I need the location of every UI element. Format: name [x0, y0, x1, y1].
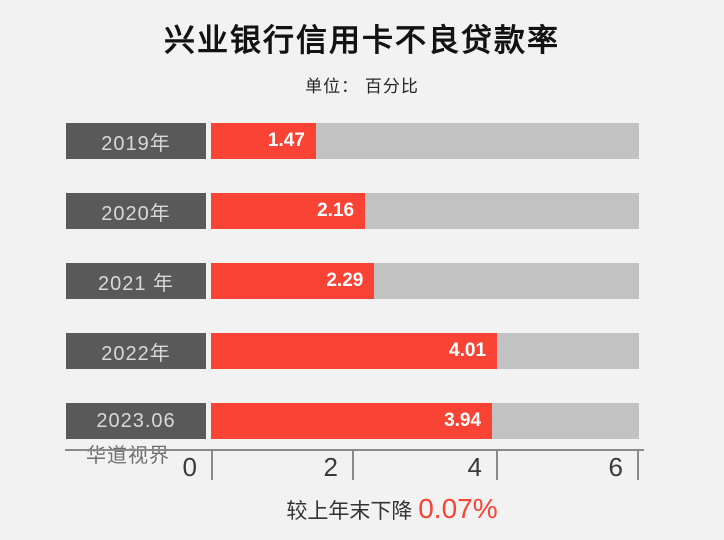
category-label-box: 2021 年 — [66, 263, 206, 299]
bar-row-2022: 2022年 4.01 — [0, 333, 724, 369]
x-axis-line — [65, 449, 644, 451]
category-label: 2021 年 — [97, 272, 175, 295]
x-axis-tick-4 — [496, 449, 498, 480]
bar-fill: 2.29 — [211, 263, 375, 299]
bar-track: 2.29 — [211, 263, 639, 299]
bar-fill: 3.94 — [211, 403, 493, 439]
x-axis-tick-label-6: 6 — [608, 452, 623, 482]
unit-subtitle: 单位： 百分比 — [305, 77, 419, 96]
category-label-box: 2019年 — [66, 123, 206, 159]
bar-value-label: 1.47 — [267, 130, 305, 151]
bar-row-2023-06: 2023.06 3.94 — [0, 403, 724, 439]
bar-value-label: 2.29 — [326, 270, 364, 291]
change-note-value: 0.07% — [418, 493, 498, 524]
x-axis-tick-label-0: 0 — [182, 452, 197, 482]
category-label: 2023.06 — [96, 409, 176, 432]
bar-track: 4.01 — [211, 333, 639, 369]
x-axis-tick-label-2: 2 — [323, 452, 338, 482]
bar-fill: 2.16 — [211, 193, 366, 229]
x-axis-tick-2 — [352, 449, 354, 480]
bar-track: 1.47 — [211, 123, 639, 159]
bar-fill: 1.47 — [211, 123, 316, 159]
category-label: 2019年 — [101, 132, 171, 155]
x-axis-tick-6 — [637, 449, 639, 480]
bar-fill: 4.01 — [211, 333, 498, 369]
x-axis-tick-label-4: 4 — [467, 452, 482, 482]
category-label-box: 2020年 — [66, 193, 206, 229]
category-label: 2020年 — [101, 202, 171, 225]
page-title: 兴业银行信用卡不良贷款率 — [164, 23, 560, 58]
bar-row-2020: 2020年 2.16 — [0, 193, 724, 229]
bar-value-label: 2.16 — [317, 200, 355, 221]
category-label: 2022年 — [101, 342, 171, 365]
category-label-box: 2022年 — [66, 333, 206, 369]
bar-value-label: 3.94 — [444, 410, 482, 431]
x-axis-tick-0 — [211, 449, 213, 480]
category-label-box: 2023.06 — [66, 403, 206, 439]
change-note-prefix: 较上年末下降 — [286, 500, 419, 523]
bar-value-label: 4.01 — [449, 340, 487, 361]
bar-track: 3.94 — [211, 403, 639, 439]
change-note: 较上年末下降 0.07% — [60, 494, 724, 527]
bar-row-2019: 2019年 1.47 — [0, 123, 724, 159]
bar-row-2021: 2021 年 2.29 — [0, 263, 724, 299]
bar-track: 2.16 — [211, 193, 639, 229]
